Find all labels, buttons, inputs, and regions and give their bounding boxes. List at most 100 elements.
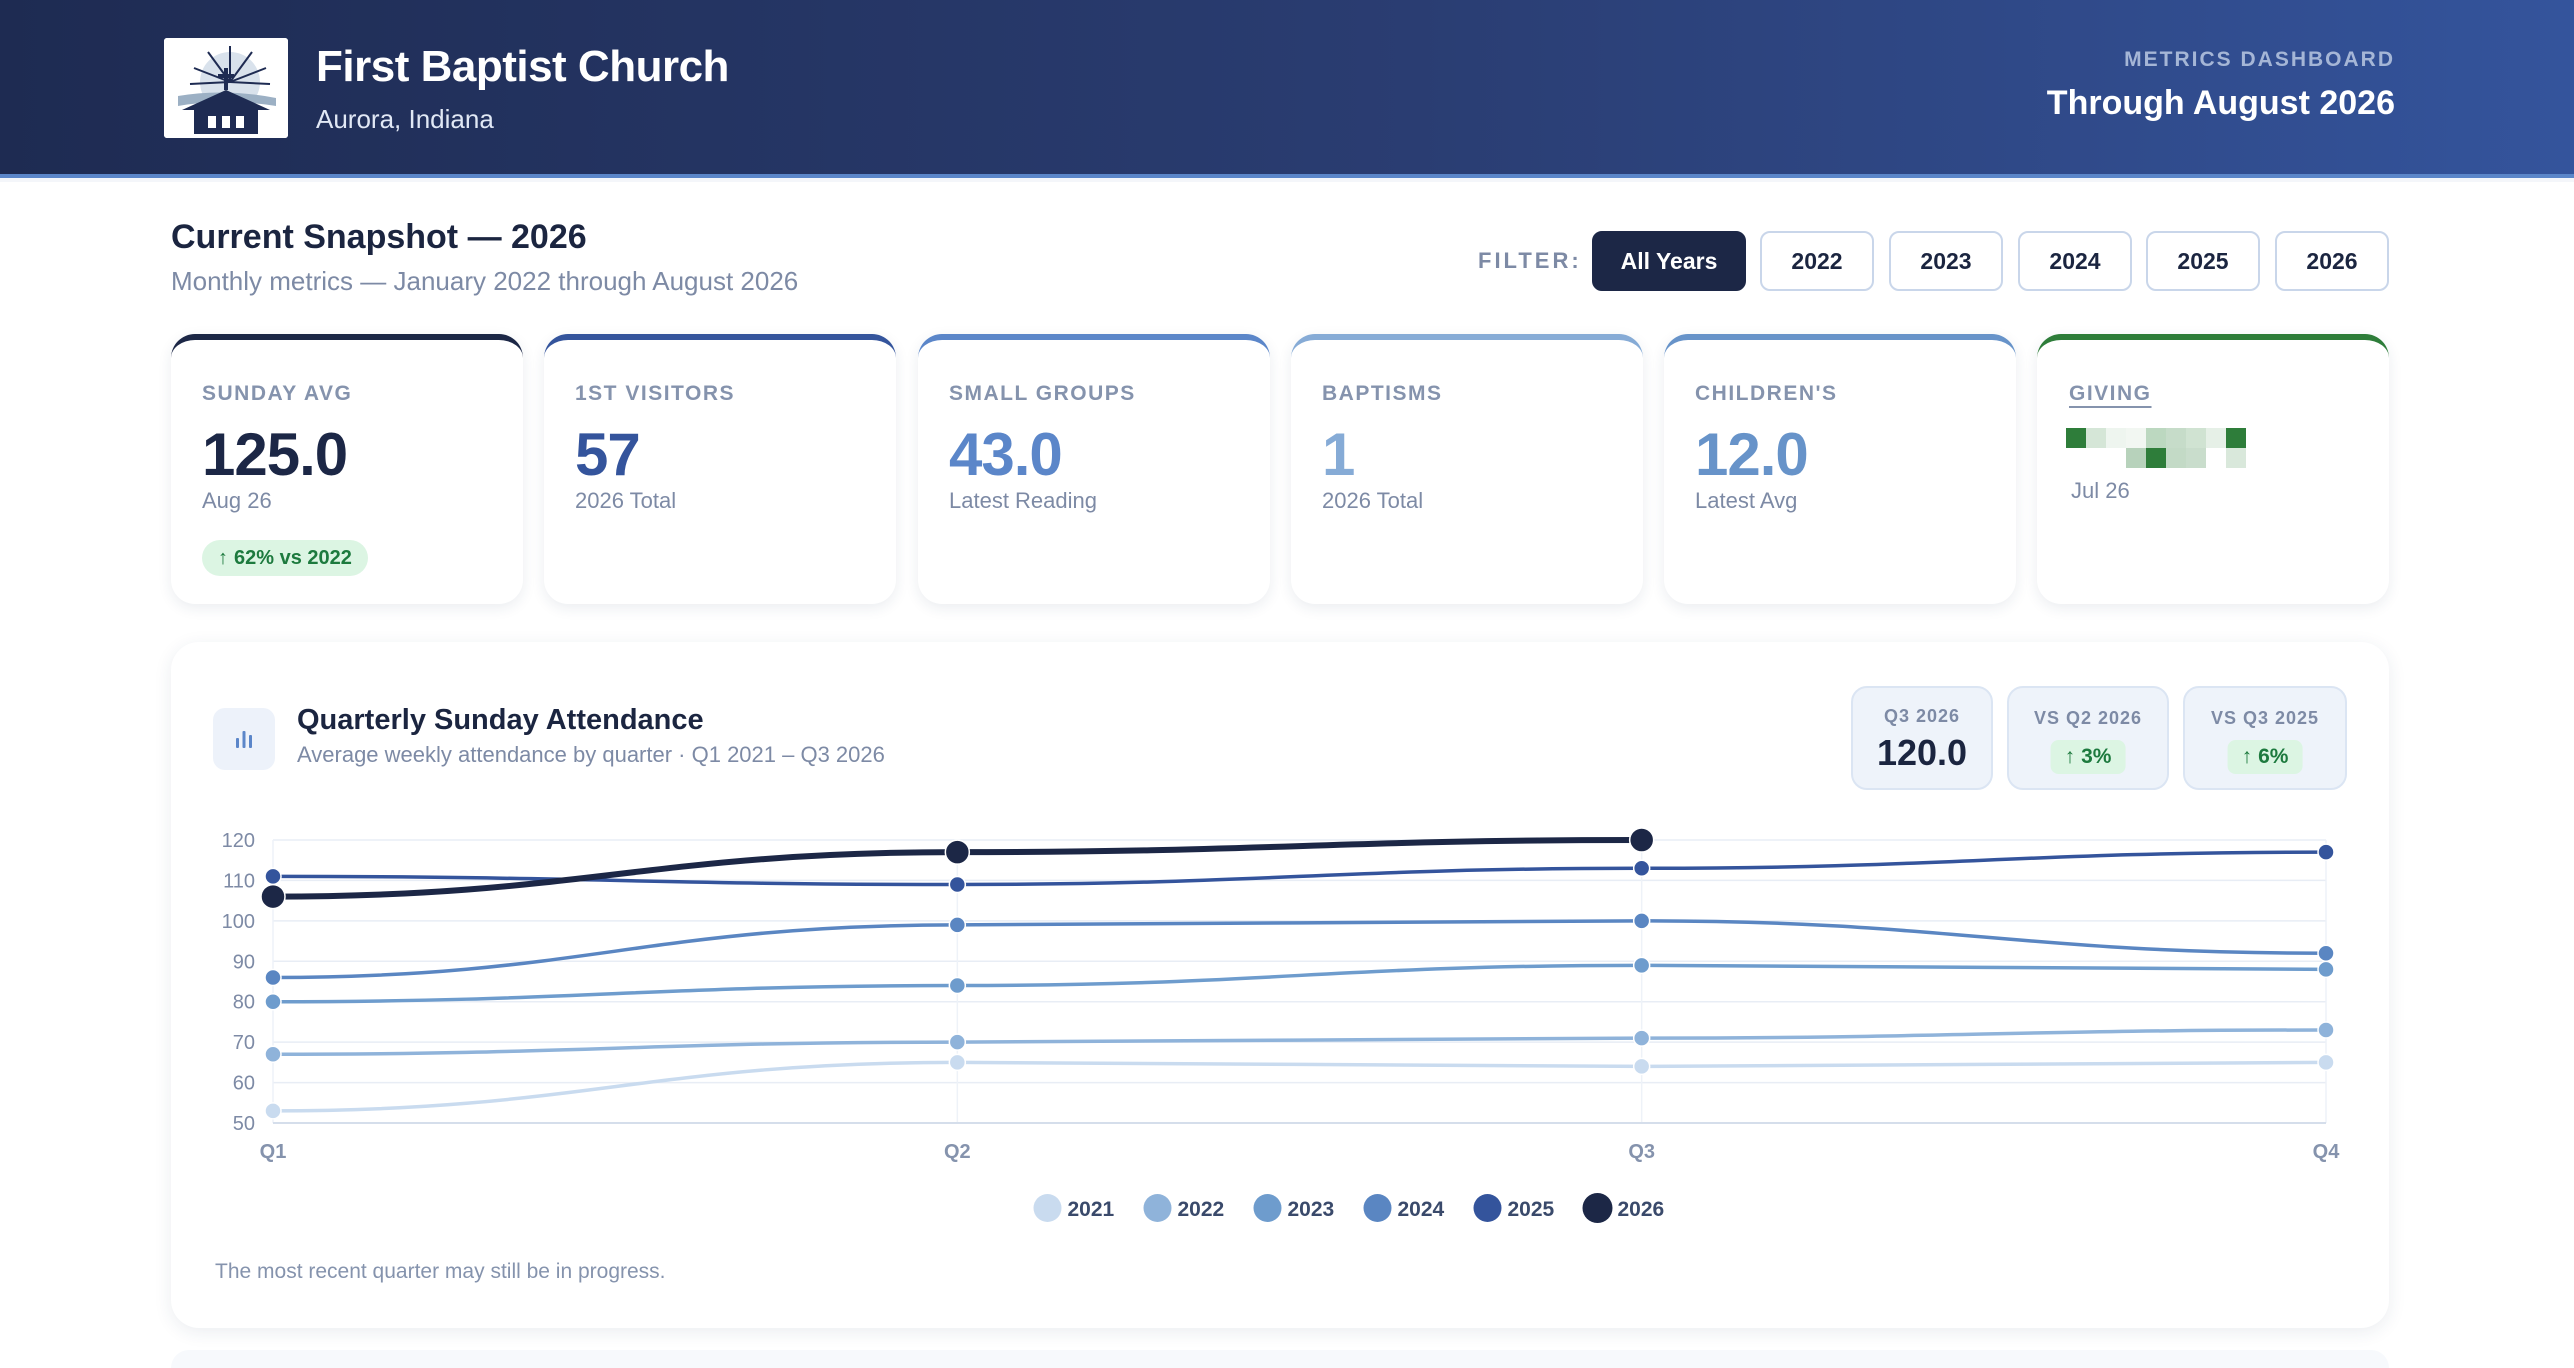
y-tick-label: 60 <box>233 1073 255 1095</box>
legend-label-2022: 2022 <box>1178 1198 1225 1221</box>
kpi-label: CHILDREN'S <box>1695 382 1838 405</box>
y-tick-label: 80 <box>233 992 255 1014</box>
data-point-2023 <box>948 976 967 995</box>
data-point-2025 <box>264 867 282 886</box>
data-point-2024 <box>948 916 967 934</box>
data-point-2024 <box>2317 944 2335 962</box>
x-tick-label: Q2 <box>944 1141 971 1163</box>
stat-badge-text: 3% <box>2081 745 2112 768</box>
kpi-change-badge: ↑ 62% vs 2022 <box>202 540 368 576</box>
church-location: Aurora, Indiana <box>316 104 494 134</box>
legend-swatch-2025 <box>1473 1194 1502 1222</box>
dashboard-period: Through August 2026 <box>2046 84 2395 122</box>
y-tick-label: 110 <box>223 870 255 892</box>
kpi-sub: Latest Reading <box>949 488 1097 513</box>
chart-note: The most recent quarter may still be in … <box>215 1260 666 1283</box>
data-point-2024 <box>1632 912 1651 930</box>
data-point-2025 <box>948 875 967 894</box>
stat-change-badge: ↑ 3% <box>2050 740 2126 774</box>
kpi-label: SUNDAY AVG <box>202 382 353 405</box>
series-line-2023 <box>272 963 2327 1004</box>
legend-label-2021: 2021 <box>1068 1198 1115 1221</box>
kpi-sub: 2026 Total <box>1322 488 1424 513</box>
data-point-2022 <box>948 1033 967 1051</box>
legend-swatch-2022 <box>1143 1194 1172 1222</box>
legend-label-2023: 2023 <box>1288 1198 1335 1221</box>
y-tick-label: 70 <box>233 1032 255 1054</box>
data-point-2023 <box>2317 960 2335 979</box>
kpi-label: GIVING <box>2069 382 2152 405</box>
data-point-2023 <box>1632 956 1651 975</box>
stat-badge-text: 6% <box>2258 745 2289 768</box>
snapshot-subtitle: Monthly metrics — January 2022 through A… <box>171 266 799 296</box>
filter-2025-button[interactable]: 2025 <box>2146 231 2260 291</box>
series-line-2024 <box>272 919 2327 980</box>
data-point-2021 <box>2317 1053 2335 1072</box>
stat-vs-q2-2026: VS Q2 2026 ↑ 3% <box>2007 686 2169 790</box>
kpi-sub: Jul 26 <box>2071 478 2130 503</box>
kpi-value: 43.0 <box>949 421 1063 488</box>
filter-2026-button[interactable]: 2026 <box>2275 231 2389 291</box>
y-tick-label: 120 <box>222 830 255 852</box>
kpi-label: BAPTISMS <box>1322 382 1443 405</box>
kpi-sub: Latest Avg <box>1695 488 1798 513</box>
data-point-2026 <box>260 883 286 910</box>
data-point-2025 <box>2317 843 2335 861</box>
arrow-up-icon: ↑ <box>2241 745 2253 768</box>
data-point-2026 <box>1628 827 1655 853</box>
filter-2023-button[interactable]: 2023 <box>1889 231 2003 291</box>
filter-label: FILTER: <box>1478 248 1582 273</box>
data-point-2021 <box>1632 1057 1651 1076</box>
stat-value: 120.0 <box>1876 732 1968 773</box>
legend-swatch-2021 <box>1033 1194 1062 1222</box>
stat-q3-2026: Q3 2026 120.0 <box>1851 686 1993 790</box>
legend-swatch-2026 <box>1582 1193 1613 1223</box>
filter-2024-button[interactable]: 2024 <box>2018 231 2132 291</box>
kpi-value: 57 <box>575 421 641 488</box>
kpi-sub: 2026 Total <box>575 488 677 513</box>
bar-chart-icon <box>213 708 275 770</box>
data-point-2024 <box>264 968 282 987</box>
chart-subtitle: Average weekly attendance by quarter · Q… <box>297 742 885 767</box>
dashboard-header: First Baptist Church Aurora, Indiana MET… <box>0 0 2574 178</box>
next-section-edge <box>171 1350 2389 1368</box>
kpi-label: 1ST VISITORS <box>575 382 735 405</box>
stat-label: VS Q3 2025 <box>2210 708 2320 728</box>
data-point-2021 <box>948 1053 967 1072</box>
kpi-label: SMALL GROUPS <box>949 382 1136 405</box>
series-line-2022 <box>272 1028 2327 1057</box>
data-point-2022 <box>2317 1021 2335 1039</box>
kpi-card-sunday-avg: SUNDAY AVG 125.0 Aug 26 ↑ 62% vs 2022 <box>171 334 523 604</box>
data-point-2026 <box>944 839 971 865</box>
kpi-value: 1 <box>1322 421 1355 488</box>
chart-title: Quarterly Sunday Attendance <box>297 704 704 736</box>
quarterly-attendance-card: Quarterly Sunday Attendance Average week… <box>171 642 2389 1328</box>
filter-all-years-button[interactable]: All Years <box>1592 231 1746 291</box>
kpi-card-giving: GIVING Jul 26 <box>2037 334 2389 604</box>
x-tick-label: Q3 <box>1628 1141 1655 1163</box>
kpi-value: 12.0 <box>1695 421 1809 488</box>
x-tick-label: Q4 <box>2313 1141 2341 1163</box>
legend-label-2025: 2025 <box>1508 1198 1555 1221</box>
kpi-card-baptisms: BAPTISMS 1 2026 Total <box>1291 334 1643 604</box>
kpi-card-childrens: CHILDREN'S 12.0 Latest Avg <box>1664 334 2016 604</box>
kpi-card-small-groups: SMALL GROUPS 43.0 Latest Reading <box>918 334 1270 604</box>
series-line-2025 <box>272 850 2327 887</box>
data-point-2025 <box>1632 859 1651 878</box>
y-tick-label: 90 <box>233 951 255 973</box>
church-logo <box>164 38 288 138</box>
legend-swatch-2023 <box>1253 1194 1282 1222</box>
series-line-2021 <box>272 1060 2327 1113</box>
stat-change-badge: ↑ 6% <box>2227 740 2303 774</box>
stat-label: VS Q2 2026 <box>2033 708 2143 728</box>
snapshot-title: Current Snapshot — 2026 <box>171 218 587 256</box>
attendance-line-chart: 50 60 70 80 90 100 110 120 Q1 Q2 Q3 Q4 2021 2022 2023 2… <box>222 827 2341 1223</box>
y-tick-label: 50 <box>233 1113 255 1135</box>
kpi-badge-text: 62% vs 2022 <box>234 546 352 569</box>
data-point-2022 <box>1632 1029 1651 1047</box>
data-point-2023 <box>264 992 282 1011</box>
kpi-value: 125.0 <box>202 421 348 488</box>
stat-vs-q3-2025: VS Q3 2025 ↑ 6% <box>2183 686 2347 790</box>
legend-label-2026: 2026 <box>1618 1198 1665 1221</box>
filter-2022-button[interactable]: 2022 <box>1760 231 1874 291</box>
